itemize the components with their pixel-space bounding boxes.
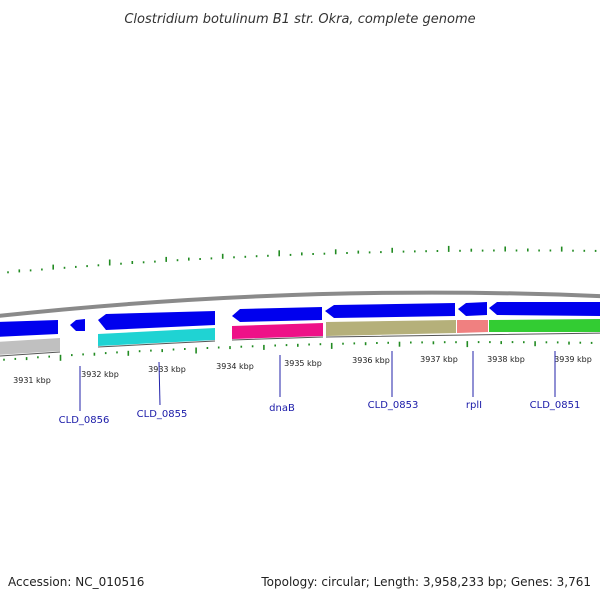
kbp-label: 3931 kbp (13, 376, 51, 385)
gene-label-rplI[interactable]: rplI (466, 400, 482, 411)
reverse-track-edge (0, 332, 600, 357)
gc-skew-track (7, 245, 597, 274)
kbp-label: 3937 kbp (420, 355, 458, 364)
cds-forward-5[interactable] (325, 303, 455, 318)
gene-labels: CLD_0856 CLD_0855 dnaB CLD_0853 rplI CLD… (59, 400, 581, 426)
cds-forward-2[interactable] (70, 319, 85, 331)
topology-label: Topology: circular; Length: 3,958,233 bp… (261, 575, 591, 589)
genome-backbone (0, 290, 600, 318)
kbp-label: 3936 kbp (352, 356, 390, 365)
kbp-label: 3938 kbp (487, 355, 525, 364)
cds-gray[interactable] (0, 338, 60, 355)
reverse-strand-track (0, 319, 600, 357)
gene-label-CLD_0855[interactable]: CLD_0855 (137, 409, 188, 420)
cds-salmon[interactable] (457, 320, 488, 333)
forward-strand-track (0, 302, 600, 337)
cds-forward-1[interactable] (0, 320, 58, 337)
gene-label-CLD_0851[interactable]: CLD_0851 (530, 400, 581, 411)
cds-khaki[interactable] (326, 320, 456, 336)
cds-green[interactable] (489, 319, 600, 332)
cds-forward-6[interactable] (458, 302, 487, 316)
map-title: Clostridium botulinum B1 str. Okra, comp… (124, 12, 475, 27)
cds-forward-4[interactable] (232, 307, 322, 322)
gene-label-CLD_0856[interactable]: CLD_0856 (59, 415, 110, 426)
kbp-scale: 3931 kbp 3932 kbp 3933 kbp 3934 kbp 3935… (13, 355, 592, 385)
kbp-label: 3935 kbp (284, 359, 322, 368)
kbp-label: 3933 kbp (148, 365, 186, 374)
kbp-label: 3939 kbp (554, 355, 592, 364)
cds-cyan[interactable] (98, 328, 215, 346)
gene-leaders (79, 351, 556, 411)
accession-label: Accession: NC_010516 (8, 575, 145, 589)
cds-forward-7[interactable] (489, 302, 600, 316)
kbp-label: 3934 kbp (216, 362, 254, 371)
cds-magenta[interactable] (232, 323, 323, 339)
cds-forward-3[interactable] (98, 311, 215, 330)
gene-label-CLD_0853[interactable]: CLD_0853 (368, 400, 419, 411)
gene-label-dnaB[interactable]: dnaB (269, 403, 295, 414)
kbp-label: 3932 kbp (81, 370, 119, 379)
leader-line (158, 361, 161, 406)
gc-skew-lower-track (3, 341, 593, 361)
